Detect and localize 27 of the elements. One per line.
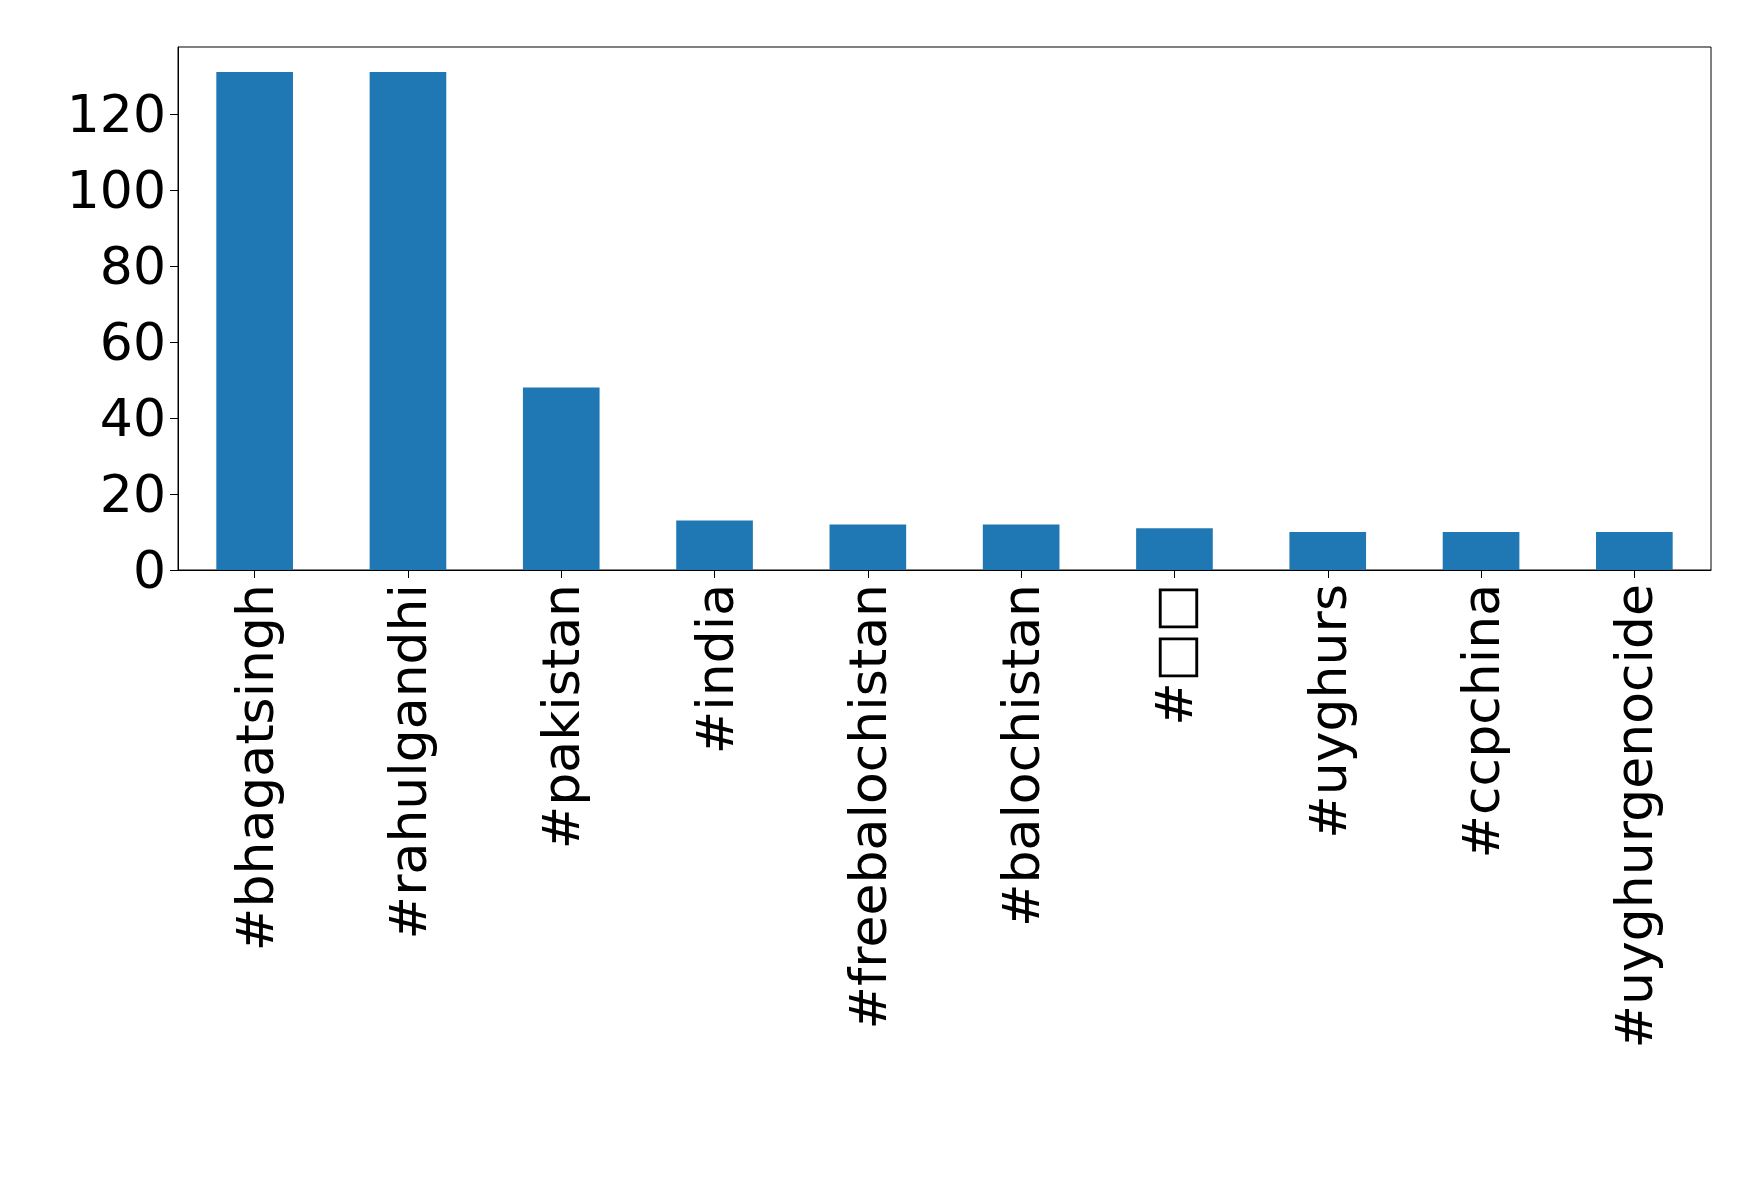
x-tick-label: #bhagatsingh <box>224 584 285 952</box>
bar <box>216 72 293 570</box>
x-tick-label: #freebalochistan <box>837 584 898 1030</box>
x-tick-label: #pakistan <box>531 584 592 850</box>
y-tick-label: 60 <box>99 311 166 372</box>
x-tick-label: #□□ <box>1144 584 1205 726</box>
x-tick-label: #balochistan <box>991 584 1052 928</box>
bar <box>829 524 907 570</box>
bar <box>1289 531 1367 570</box>
y-tick-label: 40 <box>99 387 166 448</box>
bar <box>1596 531 1673 570</box>
y-tick-label: 20 <box>99 463 166 524</box>
bar <box>982 524 1060 570</box>
y-tick-label: 0 <box>132 540 166 600</box>
x-tick-label: #rahulgandhi <box>377 584 438 940</box>
bar <box>676 520 753 570</box>
bar <box>522 387 600 570</box>
y-tick-label: 100 <box>66 159 166 220</box>
x-tick-label: #uyghurs <box>1297 584 1358 839</box>
x-tick-label: #india <box>684 584 745 755</box>
bar <box>369 72 447 570</box>
bar <box>1442 531 1520 570</box>
bar <box>1136 528 1213 570</box>
x-tick-label: #ccpchina <box>1451 584 1512 859</box>
y-tick-label: 120 <box>66 83 166 144</box>
x-tick-label: #uyghurgenocide <box>1604 584 1665 1049</box>
y-tick-label: 80 <box>99 235 166 296</box>
